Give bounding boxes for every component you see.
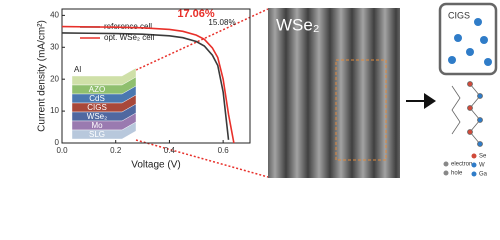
arrow bbox=[406, 93, 436, 109]
legend-dot bbox=[471, 162, 477, 168]
inset-layer-label: SLG bbox=[89, 130, 105, 139]
inset-layer-label: Al bbox=[74, 65, 81, 74]
tem-highlight bbox=[335, 59, 387, 161]
x-tick-label: 0.2 bbox=[110, 146, 122, 155]
inset-layer-label: CIGS bbox=[87, 103, 107, 112]
electron-dot bbox=[454, 34, 462, 42]
y-tick-label: 20 bbox=[50, 74, 59, 83]
figure: WSe₂ CIGS electron hole Se W Ga 0 10 20 30 40 0.0… bbox=[37, 2, 498, 178]
legend-label: opt. WSe₂ cell bbox=[104, 33, 154, 42]
inset-layer-label: WSe₂ bbox=[87, 112, 107, 121]
legend-dot bbox=[443, 161, 449, 167]
legend-dot bbox=[471, 171, 477, 177]
legend-label: reference cell bbox=[104, 22, 152, 31]
tem-label: WSe₂ bbox=[276, 15, 319, 34]
inset-layer-label: AZO bbox=[89, 85, 105, 94]
jv-curve bbox=[61, 32, 230, 140]
plot-frame bbox=[61, 8, 251, 144]
x-tick-label: 0.6 bbox=[218, 146, 230, 155]
schematic-title: CIGS bbox=[448, 10, 470, 20]
annotation: 17.06% bbox=[177, 8, 215, 20]
jv-curve bbox=[61, 25, 235, 144]
y-tick-label: 40 bbox=[50, 10, 59, 19]
x-axis-label: Voltage (V) bbox=[131, 160, 180, 171]
annotation: 15.08% bbox=[208, 18, 235, 27]
y-axis-label: Current density (mA/cm²) bbox=[37, 20, 48, 132]
electrons bbox=[448, 18, 492, 66]
zoom-line bbox=[135, 8, 269, 71]
legend-label: W bbox=[479, 163, 485, 169]
x-tick-label: 0.0 bbox=[56, 146, 68, 155]
crystal bbox=[451, 81, 483, 147]
x-tick-label: 0.4 bbox=[164, 146, 176, 155]
legend-label: Ga bbox=[479, 172, 488, 178]
legend-dot bbox=[471, 153, 477, 159]
y-tick-label: 0 bbox=[55, 138, 60, 147]
electron-dot bbox=[474, 18, 482, 26]
y-tick-label: 10 bbox=[50, 106, 59, 115]
electron-dot bbox=[484, 58, 492, 66]
tem-shade bbox=[268, 8, 400, 178]
electron-dot bbox=[466, 48, 474, 56]
inset-layer bbox=[71, 121, 137, 140]
y-tick-label: 30 bbox=[50, 42, 59, 51]
schematic-legend: electron hole Se W Ga bbox=[443, 153, 488, 178]
electron-dot bbox=[480, 36, 488, 44]
tem-image bbox=[268, 8, 400, 178]
inset-layer-label: Mo bbox=[91, 121, 103, 130]
inset-layer-label: CdS bbox=[89, 94, 105, 103]
legend-label: Se bbox=[479, 154, 487, 160]
schematic-box bbox=[438, 2, 498, 76]
legend-label: electron bbox=[451, 162, 472, 168]
legend-dot bbox=[443, 170, 449, 176]
electron-dot bbox=[448, 56, 456, 64]
legend-label: hole bbox=[451, 171, 463, 177]
zoom-line bbox=[135, 139, 269, 178]
